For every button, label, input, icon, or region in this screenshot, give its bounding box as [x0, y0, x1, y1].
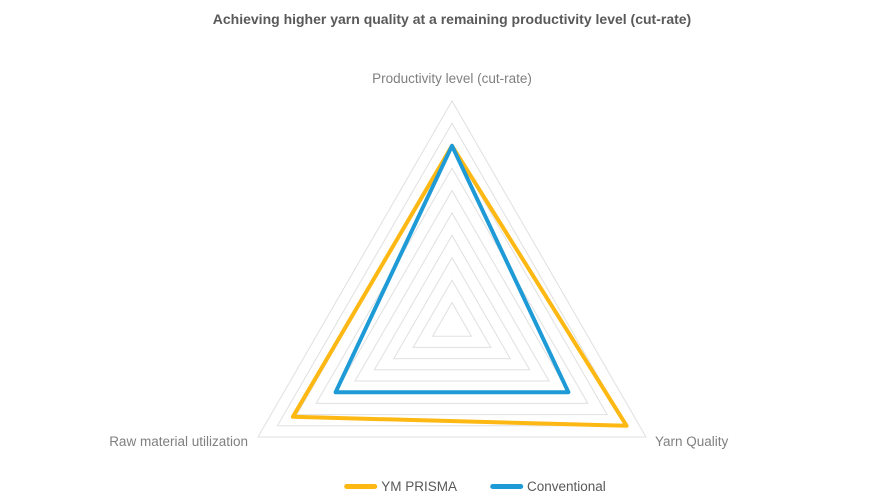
gridline-ring — [431, 301, 473, 337]
legend-line-marker-blue — [489, 484, 523, 489]
axis-label-productivity: Productivity level (cut-rate) — [372, 71, 532, 86]
chart-title: Achieving higher yarn quality at a remai… — [212, 11, 692, 27]
gridline-ring — [315, 167, 589, 404]
legend-item-ym-prisma: YM PRISMA — [344, 479, 457, 494]
legend: YM PRISMA Conventional — [344, 479, 606, 494]
axis-label-raw-material: Raw material utilization — [109, 434, 248, 449]
gridline-ring — [412, 279, 492, 348]
gridline-ring — [334, 189, 570, 393]
series-ym-prisma-line — [290, 143, 629, 428]
legend-label-ym-prisma: YM PRISMA — [381, 479, 457, 494]
axis-label-yarn-quality: Yarn Quality — [655, 434, 729, 449]
gridline-ring — [392, 256, 512, 360]
radar-grid — [257, 100, 647, 438]
legend-line-marker-yellow — [344, 484, 378, 489]
series-conventional-line — [333, 143, 571, 395]
gridline-ring — [257, 100, 647, 438]
gridline-ring — [276, 122, 628, 427]
legend-label-conventional: Conventional — [526, 479, 606, 494]
gridline-ring — [373, 234, 531, 371]
legend-item-conventional: Conventional — [489, 479, 606, 494]
gridline-ring — [354, 212, 550, 382]
